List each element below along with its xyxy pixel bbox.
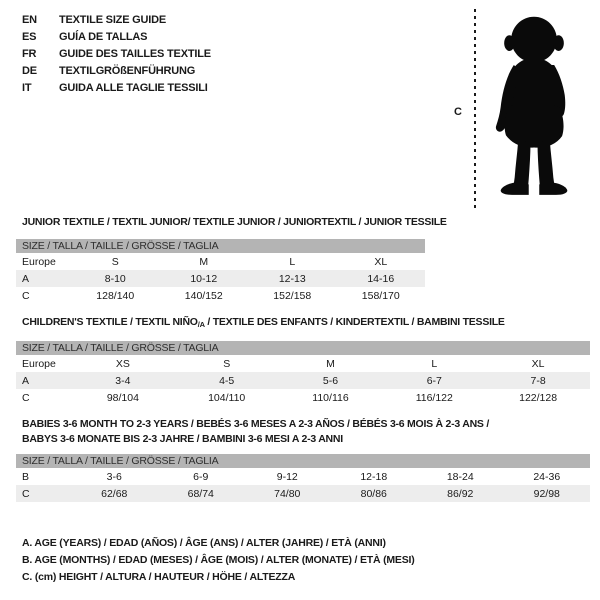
children-section: CHILDREN'S TEXTILE / TEXTIL NIÑO/A / TEX… [16,315,590,406]
size-table-header-label: SIZE / TALLA / TAILLE / GRÖSSE / TAGLIA [16,341,590,355]
language-code: DE [22,65,37,77]
size-cell: 6-7 [382,372,487,389]
size-cell: 116/122 [415,391,453,404]
language-title: GUIDE DES TAILLES TEXTILE [59,48,211,60]
junior-section-heading: JUNIOR TEXTILE / TEXTIL JUNIOR/ TEXTILE … [22,216,447,228]
size-table-header-bar: SIZE / TALLA / TAILLE / GRÖSSE / TAGLIA [16,454,590,468]
size-table-header-label: SIZE / TALLA / TAILLE / GRÖSSE / TAGLIA [16,239,425,253]
size-cell: L [431,357,438,370]
size-cell: 9-12 [276,470,298,483]
row-label: C [22,289,30,302]
row-label: C [22,391,30,404]
language-row: DE TEXTILGRÖßENFÜHRUNG [22,63,211,80]
language-row: IT GUIDA ALLE TAGLIE TESSILI [22,80,211,97]
size-cell: 158/170 [361,289,400,302]
size-cell: 18-24 [446,470,474,483]
size-cell: 4-5 [174,372,279,389]
size-cell: 6-9 [193,470,209,483]
size-cell: 104/110 [208,391,246,404]
language-row: EN TEXTILE SIZE GUIDE [22,12,211,29]
size-cell: 5-6 [278,372,383,389]
row-label: B [22,470,30,483]
table-row-age: A 8-10 10-12 12-13 14-16 [16,270,425,287]
size-cell: 14-16 [336,270,425,287]
row-label: C [16,485,71,502]
height-measure-label: C [454,106,462,118]
size-cell: M [199,255,209,268]
size-cell: 7-8 [486,372,590,389]
size-cell: 80/86 [330,485,417,502]
size-cell: XL [374,255,388,268]
size-cell: L [289,255,296,268]
footnotes: A. AGE (YEARS) / EDAD (AÑOS) / ÂGE (ANS)… [22,535,415,586]
size-cell: S [111,255,119,268]
language-code: FR [22,48,37,60]
size-cell: 110/116 [312,391,349,404]
language-list: EN TEXTILE SIZE GUIDE ES GUÍA DE TALLAS … [22,12,211,97]
size-cell: 92/98 [503,485,590,502]
footnote-b: B. AGE (MONTHS) / EDAD (MESES) / ÂGE (MO… [22,554,415,566]
size-cell: 12-18 [360,470,388,483]
row-label: Europe [22,357,56,370]
language-row: ES GUÍA DE TALLAS [22,29,211,46]
size-cell: 8-10 [71,270,160,287]
size-table-header-bar: SIZE / TALLA / TAILLE / GRÖSSE / TAGLIA [16,341,590,355]
table-row-age: A 3-4 4-5 5-6 6-7 7-8 [16,372,590,389]
size-cell: 12-13 [248,270,337,287]
language-title: TEXTILGRÖßENFÜHRUNG [59,65,196,77]
language-code: EN [22,14,37,26]
table-row-europe: Europe S M L XL [16,253,425,270]
size-cell: 10-12 [159,270,248,287]
row-label: A [16,372,71,389]
size-cell: 152/158 [273,289,312,302]
size-cell: 98/104 [106,391,139,404]
size-cell: 140/152 [184,289,223,302]
babies-section: BABIES 3-6 MONTH TO 2-3 YEARS / BEBÉS 3-… [16,417,590,502]
language-title: TEXTILE SIZE GUIDE [59,14,167,26]
language-title: GUIDA ALLE TAGLIE TESSILI [59,82,208,94]
row-label: A [16,270,71,287]
children-size-table: SIZE / TALLA / TAILLE / GRÖSSE / TAGLIA … [16,341,590,406]
size-cell: M [326,357,335,370]
size-cell: 86/92 [417,485,504,502]
size-cell: 128/140 [96,289,135,302]
children-heading-subscript: /A [197,320,205,329]
children-heading-prefix: CHILDREN'S TEXTILE / TEXTIL NIÑO [22,316,198,328]
table-row-height: C 98/104 104/110 110/116 116/122 122/128 [16,389,590,406]
size-cell: 68/74 [157,485,244,502]
size-cell: XS [115,357,130,370]
language-title: GUÍA DE TALLAS [59,31,148,43]
height-measure-figure: C [448,6,598,210]
language-code: ES [22,31,37,43]
babies-section-heading: BABIES 3-6 MONTH TO 2-3 YEARS / BEBÉS 3-… [22,417,582,447]
babies-size-table: SIZE / TALLA / TAILLE / GRÖSSE / TAGLIA … [16,454,590,502]
size-cell: 74/80 [244,485,331,502]
junior-size-table: SIZE / TALLA / TAILLE / GRÖSSE / TAGLIA … [16,239,425,304]
size-cell: 122/128 [519,391,558,404]
language-row: FR GUIDE DES TAILLES TEXTILE [22,46,211,63]
children-heading-suffix: / TEXTILE DES ENFANTS / KINDERTEXTIL / B… [204,316,505,328]
footnote-a: A. AGE (YEARS) / EDAD (AÑOS) / ÂGE (ANS)… [22,537,386,549]
size-table-header-label: SIZE / TALLA / TAILLE / GRÖSSE / TAGLIA [16,454,590,468]
size-table-header-bar: SIZE / TALLA / TAILLE / GRÖSSE / TAGLIA [16,239,425,253]
size-cell: 3-6 [106,470,122,483]
size-cell: 24-36 [533,470,561,483]
footnote-c: C. (cm) HEIGHT / ALTURA / HAUTEUR / HÖHE… [22,571,296,583]
row-label: Europe [22,255,56,268]
height-dashed-line [474,9,476,208]
size-cell: S [223,357,231,370]
children-section-heading: CHILDREN'S TEXTILE / TEXTIL NIÑO/A / TEX… [22,315,590,332]
table-row-height: C 128/140 140/152 152/158 158/170 [16,287,425,304]
size-cell: XL [531,357,545,370]
size-cell: 3-4 [71,372,175,389]
babies-heading-line1: BABIES 3-6 MONTH TO 2-3 YEARS / BEBÉS 3-… [22,418,490,430]
babies-heading-line2: BABYS 3-6 MONATE BIS 2-3 JAHRE / BAMBINI… [22,433,343,445]
table-row-europe: Europe XS S M L XL [16,355,590,372]
size-cell: 62/68 [71,485,158,502]
junior-section: JUNIOR TEXTILE / TEXTIL JUNIOR/ TEXTILE … [16,215,447,304]
table-row-age-months: B 3-6 6-9 9-12 12-18 18-24 24-36 [16,468,590,485]
language-code: IT [22,82,32,94]
table-row-height: C 62/68 68/74 74/80 80/86 86/92 92/98 [16,485,590,502]
toddler-silhouette-icon [495,16,568,195]
